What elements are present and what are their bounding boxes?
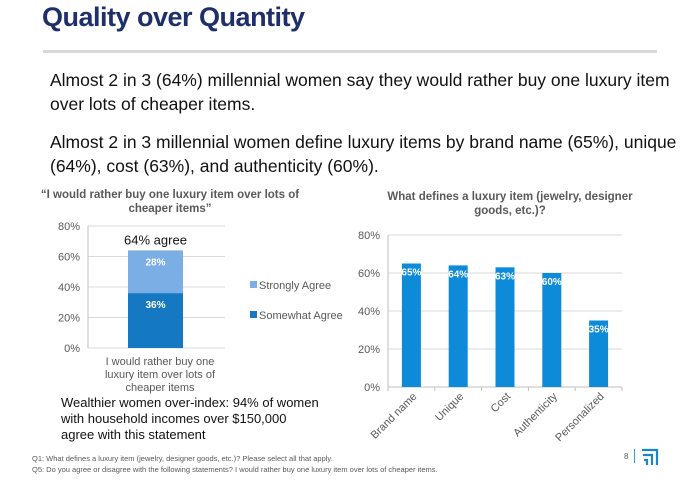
legend-swatch-strongly — [250, 281, 257, 288]
bar — [589, 320, 609, 387]
y-tick-label: 20% — [58, 313, 80, 325]
agree-annotation: 64% agree — [124, 232, 187, 247]
summary-paragraph-1: Almost 2 in 3 (64%) millennial women say… — [50, 70, 670, 114]
x-category-label: Personalized — [553, 391, 606, 444]
bar-segment-label: 36% — [145, 300, 165, 311]
page-number: 8 — [624, 452, 629, 461]
footnote-q1: Q1: What defines a luxury item (jewelry,… — [32, 454, 333, 463]
right-chart-title: What defines a luxury item (jewelry, des… — [387, 191, 633, 217]
legend-label-somewhat: Somewhat Agree — [259, 310, 343, 322]
legend-swatch-somewhat — [250, 311, 257, 318]
title-divider — [43, 50, 657, 53]
bar — [495, 267, 515, 387]
y-tick-label: 0% — [364, 382, 380, 394]
x-category-label: Unique — [433, 391, 466, 424]
bar — [401, 263, 421, 387]
bar-data-label: 35% — [589, 325, 609, 336]
left-chart-title: “I would rather buy one luxury item over… — [40, 189, 300, 215]
y-tick-label: 0% — [64, 343, 80, 355]
bar-data-label: 63% — [495, 271, 515, 282]
y-tick-label: 60% — [358, 268, 380, 280]
legend-somewhat-agree: Somewhat Agree — [250, 310, 343, 323]
y-tick-label: 80% — [58, 221, 80, 233]
bar-segment-strongly-agree — [128, 250, 183, 294]
page-number-divider — [634, 449, 635, 463]
legend-label-strongly: Strongly Agree — [259, 280, 332, 292]
stacked-corner-logo-icon — [642, 448, 659, 465]
bar-segment-somewhat-agree — [128, 293, 183, 348]
x-category-label: Cost — [489, 391, 513, 415]
footnote-q5: Q5: Do you agree or disagree with the fo… — [32, 465, 438, 474]
left-chart-category-label: I would rather buy one luxury item over … — [104, 356, 216, 394]
page-title: Quality over Quantity — [42, 2, 305, 32]
summary-paragraph-2: Almost 2 in 3 millennial women define lu… — [50, 132, 677, 176]
wealth-note: Wealthier women over-index: 94% of women… — [61, 395, 319, 442]
x-category-label: Brand name — [369, 391, 420, 442]
y-tick-label: 40% — [58, 282, 80, 294]
bar-segment-label: 28% — [145, 257, 165, 268]
bar-data-label: 60% — [542, 277, 562, 288]
y-tick-label: 20% — [358, 344, 380, 356]
x-category-label: Authenticity — [511, 390, 560, 439]
y-tick-label: 60% — [58, 252, 80, 264]
legend-strongly-agree: Strongly Agree — [250, 280, 331, 293]
y-tick-label: 40% — [358, 306, 380, 318]
bar-data-label: 64% — [448, 269, 468, 280]
bar-data-label: 65% — [401, 268, 421, 279]
bar — [542, 273, 562, 387]
bar — [448, 265, 468, 387]
y-tick-label: 80% — [358, 230, 380, 242]
